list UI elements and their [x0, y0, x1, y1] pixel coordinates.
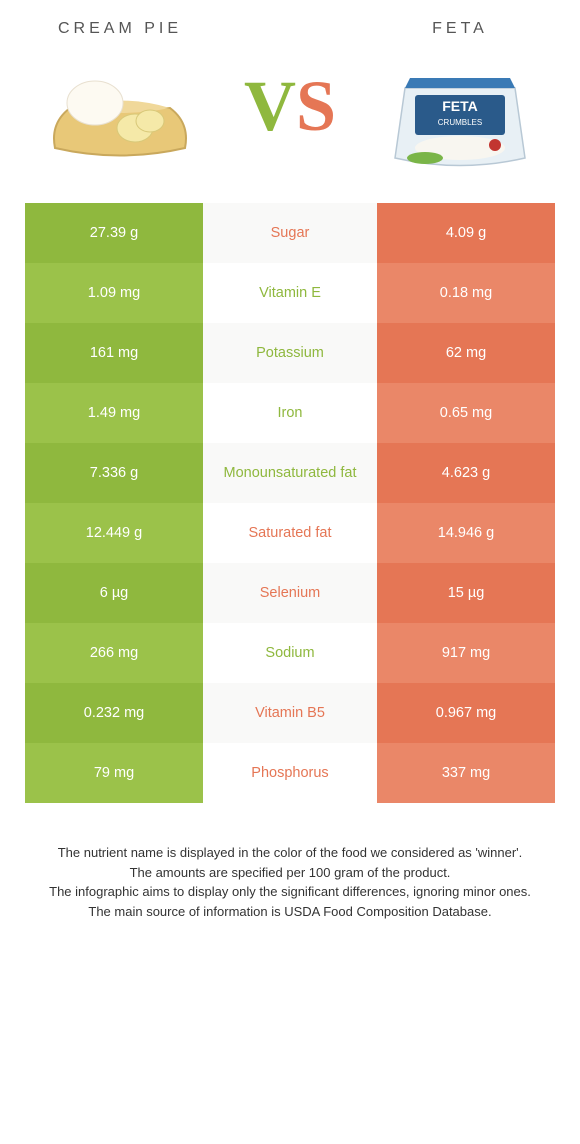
nutrient-row: 1.49 mgIron0.65 mg	[25, 383, 555, 443]
nutrient-label: Sugar	[203, 203, 377, 263]
footnote-line: The amounts are specified per 100 gram o…	[35, 863, 545, 883]
nutrient-left-value: 79 mg	[25, 743, 203, 803]
nutrient-label: Vitamin E	[203, 263, 377, 323]
nutrient-label: Sodium	[203, 623, 377, 683]
nutrient-right-value: 62 mg	[377, 323, 555, 383]
food-left-image	[40, 53, 200, 183]
nutrient-label: Potassium	[203, 323, 377, 383]
nutrient-left-value: 161 mg	[25, 323, 203, 383]
nutrient-left-value: 1.09 mg	[25, 263, 203, 323]
footnote-line: The main source of information is USDA F…	[35, 902, 545, 922]
nutrient-row: 12.449 gSaturated fat14.946 g	[25, 503, 555, 563]
food-right-column: FETA FETA CRUMBLES	[365, 20, 555, 183]
svg-text:FETA: FETA	[442, 98, 478, 114]
nutrient-left-value: 12.449 g	[25, 503, 203, 563]
svg-text:CRUMBLES: CRUMBLES	[438, 118, 482, 127]
nutrient-left-value: 266 mg	[25, 623, 203, 683]
food-right-image: FETA CRUMBLES	[380, 53, 540, 183]
nutrient-right-value: 917 mg	[377, 623, 555, 683]
nutrient-right-value: 15 µg	[377, 563, 555, 623]
nutrient-row: 1.09 mgVitamin E0.18 mg	[25, 263, 555, 323]
feta-package-icon: FETA CRUMBLES	[380, 53, 540, 183]
footnote-line: The nutrient name is displayed in the co…	[35, 843, 545, 863]
vs-letter-v: V	[244, 66, 296, 146]
vs-column: VS	[244, 20, 336, 142]
nutrient-right-value: 4.09 g	[377, 203, 555, 263]
infographic-container: CREAM PIE VS FETA	[0, 0, 580, 941]
nutrient-left-value: 27.39 g	[25, 203, 203, 263]
nutrient-left-value: 7.336 g	[25, 443, 203, 503]
nutrient-right-value: 4.623 g	[377, 443, 555, 503]
nutrient-label: Vitamin B5	[203, 683, 377, 743]
nutrient-row: 79 mgPhosphorus337 mg	[25, 743, 555, 803]
nutrient-label: Monounsaturated fat	[203, 443, 377, 503]
vs-label: VS	[244, 70, 336, 142]
nutrient-left-value: 0.232 mg	[25, 683, 203, 743]
cream-pie-icon	[40, 53, 200, 183]
vs-letter-s: S	[296, 66, 336, 146]
nutrient-label: Iron	[203, 383, 377, 443]
nutrient-label: Saturated fat	[203, 503, 377, 563]
nutrient-right-value: 14.946 g	[377, 503, 555, 563]
nutrient-right-value: 0.967 mg	[377, 683, 555, 743]
nutrient-right-value: 337 mg	[377, 743, 555, 803]
nutrient-row: 7.336 gMonounsaturated fat4.623 g	[25, 443, 555, 503]
nutrient-label: Phosphorus	[203, 743, 377, 803]
nutrient-left-value: 6 µg	[25, 563, 203, 623]
food-left-title: CREAM PIE	[58, 20, 182, 38]
nutrient-row: 0.232 mgVitamin B50.967 mg	[25, 683, 555, 743]
nutrient-row: 266 mgSodium917 mg	[25, 623, 555, 683]
footnote: The nutrient name is displayed in the co…	[25, 843, 555, 921]
nutrient-table: 27.39 gSugar4.09 g1.09 mgVitamin E0.18 m…	[25, 203, 555, 803]
food-left-column: CREAM PIE	[25, 20, 215, 183]
nutrient-row: 27.39 gSugar4.09 g	[25, 203, 555, 263]
nutrient-row: 161 mgPotassium62 mg	[25, 323, 555, 383]
nutrient-left-value: 1.49 mg	[25, 383, 203, 443]
nutrient-right-value: 0.65 mg	[377, 383, 555, 443]
nutrient-row: 6 µgSelenium15 µg	[25, 563, 555, 623]
header: CREAM PIE VS FETA	[25, 20, 555, 183]
nutrient-label: Selenium	[203, 563, 377, 623]
footnote-line: The infographic aims to display only the…	[35, 882, 545, 902]
nutrient-right-value: 0.18 mg	[377, 263, 555, 323]
food-right-title: FETA	[432, 20, 488, 38]
